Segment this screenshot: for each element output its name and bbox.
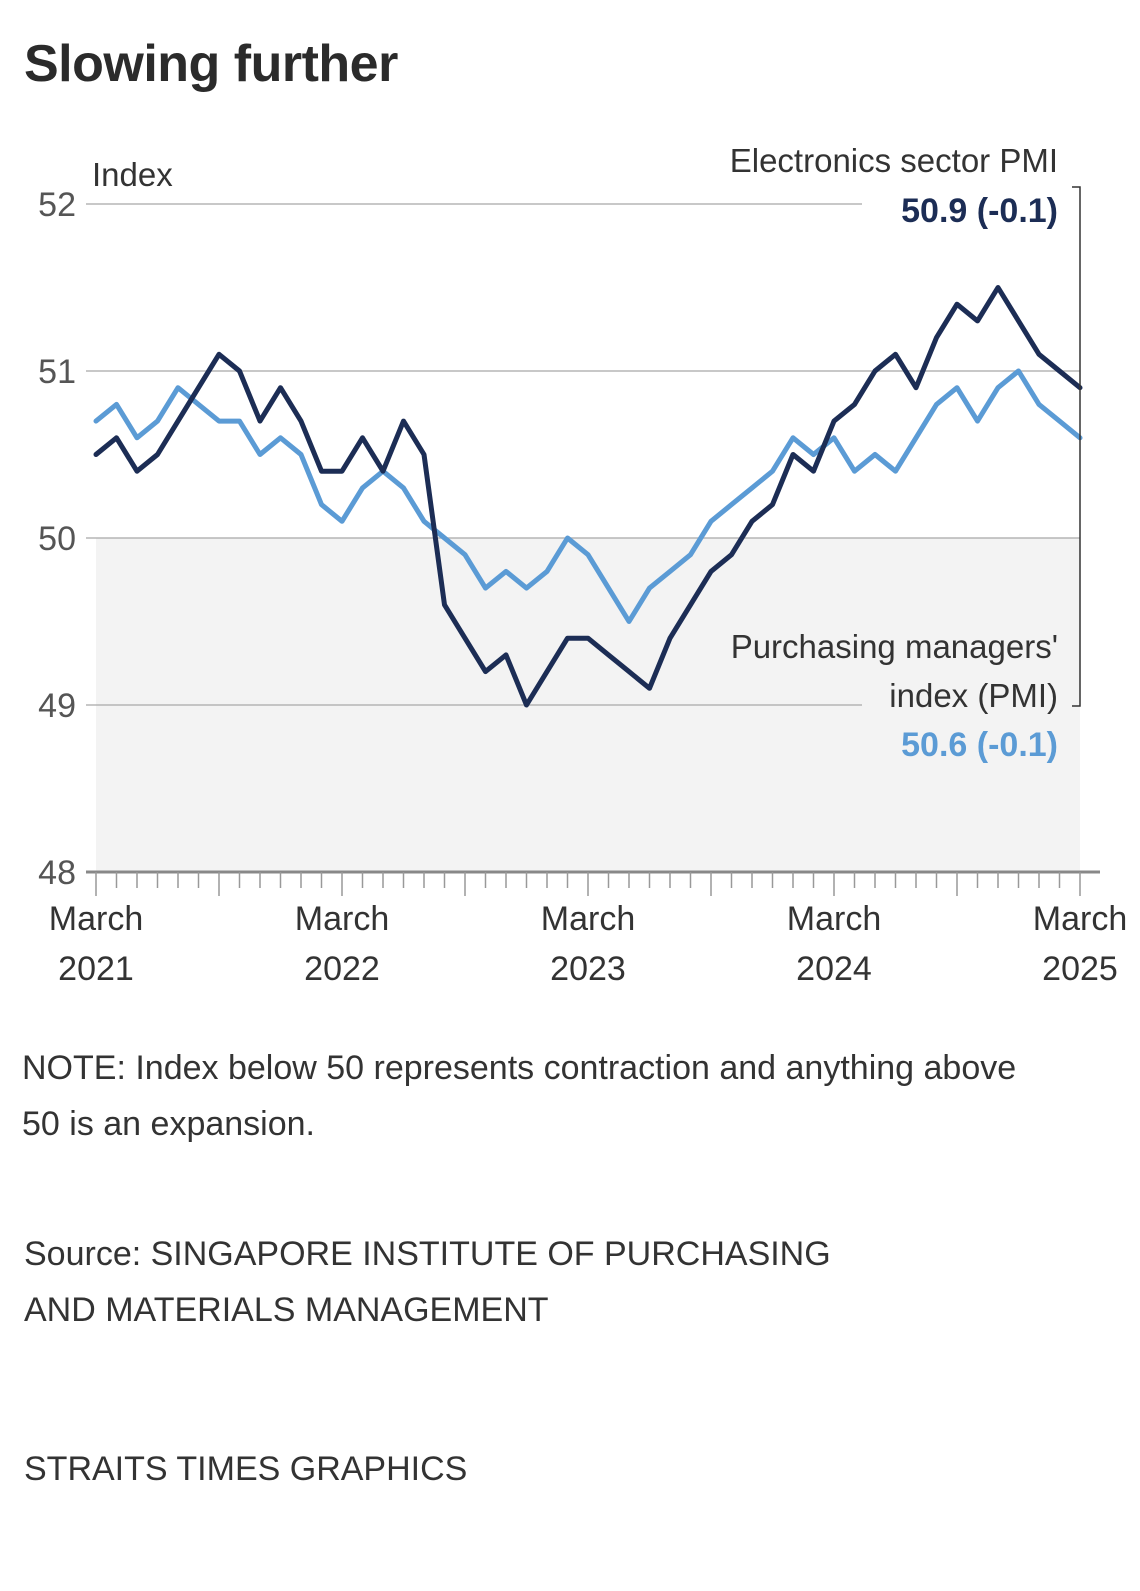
pmi-legend-label-line2: index (PMI) — [889, 677, 1058, 714]
y-tick-label: 49 — [38, 687, 76, 725]
x-tick-label-month: March — [541, 900, 635, 938]
chart-credit: STRAITS TIMES GRAPHICS — [24, 1450, 468, 1488]
chart-title: Slowing further — [24, 35, 398, 93]
electronics-latest-value: 50.9 (-0.1) — [901, 192, 1058, 230]
y-tick-label: 51 — [38, 353, 76, 391]
x-tick-label-year: 2022 — [304, 950, 380, 988]
source-line-2: AND MATERIALS MANAGEMENT — [24, 1291, 549, 1329]
x-tick-label-year: 2023 — [550, 950, 626, 988]
electronics-legend-label: Electronics sector PMI — [730, 142, 1058, 179]
x-tick-label-month: March — [49, 900, 143, 938]
source-line-1: Source: SINGAPORE INSTITUTE OF PURCHASIN… — [24, 1235, 831, 1273]
line-chart: 48 49 50 51 52 March 2021 March 2022 March 2023 Ma… — [38, 142, 1127, 988]
x-tick-label-month: March — [1033, 900, 1127, 938]
y-tick-label: 52 — [38, 186, 76, 224]
x-tick-label-month: March — [295, 900, 389, 938]
chart-source: Source: SINGAPORE INSTITUTE OF PURCHASIN… — [24, 1226, 924, 1338]
legend-bracket — [1072, 186, 1081, 707]
y-axis-label: Index — [92, 156, 173, 193]
x-tick-label-year: 2024 — [796, 950, 872, 988]
pmi-legend-label-line1: Purchasing managers' — [731, 628, 1058, 665]
y-tick-label: 48 — [38, 854, 76, 892]
x-tick-label-year: 2021 — [58, 950, 134, 988]
pmi-latest-value: 50.6 (-0.1) — [901, 726, 1058, 764]
y-tick-label: 50 — [38, 520, 76, 558]
x-tick-label-month: March — [787, 900, 881, 938]
chart-note: NOTE: Index below 50 represents contract… — [22, 1049, 1017, 1143]
x-tick-label-year: 2025 — [1042, 950, 1118, 988]
